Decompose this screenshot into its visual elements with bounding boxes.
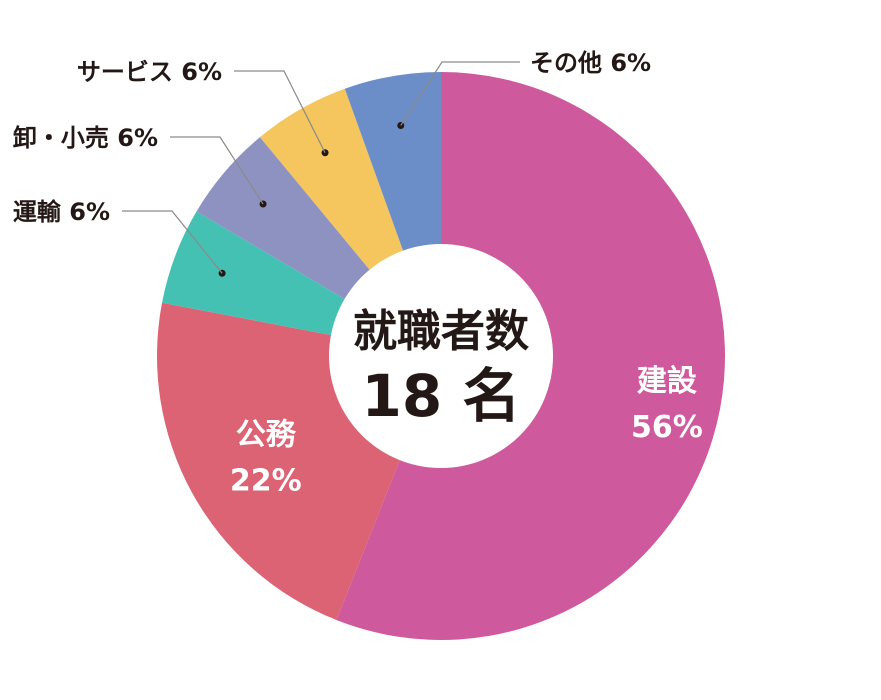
slice-label-1: 公務	[236, 417, 297, 452]
slice-label-0: 建設	[637, 364, 697, 399]
slice-label-5: その他 6%	[530, 49, 651, 77]
center-count: 18 名	[362, 362, 521, 430]
slice-label-4: サービス 6%	[77, 58, 222, 86]
leader-line-5	[400, 61, 520, 126]
slice-pct-1: 22%	[230, 463, 302, 498]
slice-label-3: 卸・小売 6%	[13, 124, 158, 152]
slice-pct-0: 56%	[631, 410, 703, 445]
leader-line-2	[122, 210, 223, 274]
donut-hole	[329, 244, 553, 468]
leader-line-3	[170, 136, 264, 205]
slice-label-2: 運輸 6%	[13, 198, 110, 226]
leader-line-4	[234, 70, 326, 154]
center-title: 就職者数	[353, 306, 529, 357]
chart-labels: 建設 56% 公務 22% 運輸 6% 卸・小売 6% サービス 6% その他 6%	[13, 49, 703, 498]
